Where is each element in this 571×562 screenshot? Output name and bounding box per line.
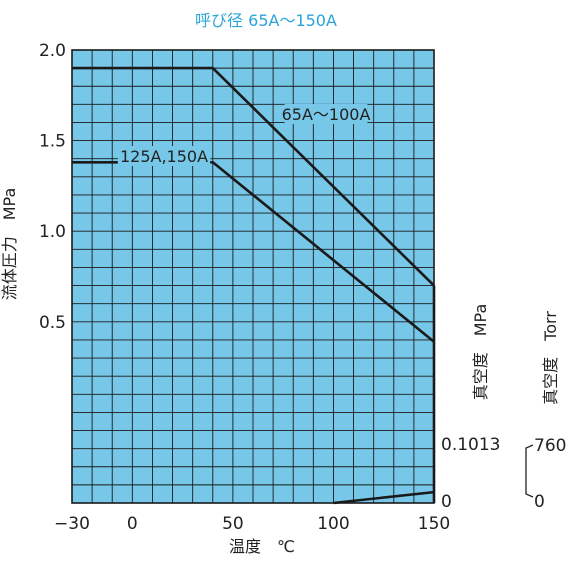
chart-title: 呼び径 65A～150A — [195, 11, 337, 30]
x-tick-label: −30 — [54, 514, 90, 534]
y-tick-label: 1.5 — [39, 132, 66, 152]
vacuum-mpa-tick-bottom: 0 — [441, 492, 452, 512]
x-tick-label: 100 — [317, 514, 349, 534]
vacuum-mpa-label: 真空度 MPa — [471, 304, 490, 401]
series-label: 125A,150A — [120, 147, 208, 166]
y-axis-label: 流体圧力 MPa — [0, 188, 19, 301]
y-tick-label: 1.0 — [39, 222, 66, 242]
series-lines: 65A～100A 125A,150A — [72, 66, 436, 505]
y-tick-label: 2.0 — [39, 41, 66, 61]
vacuum-torr-label: 真空度 Torr — [541, 311, 560, 405]
torr-bracket — [525, 444, 534, 498]
x-tick-label: 50 — [222, 514, 244, 534]
series-label-bg — [284, 104, 368, 124]
vacuum-torr-tick-bottom: 0 — [534, 492, 545, 512]
series-line-1 — [72, 66, 435, 287]
y-tick-label: 0.5 — [39, 313, 66, 333]
vacuum-line — [333, 490, 435, 505]
x-axis-ticks: −30 0 50 100 150 — [54, 514, 450, 534]
vacuum-torr-tick-top: 760 — [534, 436, 566, 456]
x-tick-label: 150 — [418, 514, 450, 534]
plot-frame — [71, 49, 435, 504]
x-tick-label: 0 — [127, 514, 138, 534]
y-axis-ticks: 0.5 1.0 1.5 2.0 — [39, 41, 66, 333]
x-axis-label: 温度 ℃ — [229, 537, 295, 556]
vacuum-mpa-tick-top: 0.1013 — [441, 435, 500, 455]
series-label: 65A～100A — [282, 105, 371, 124]
series-label-bg — [117, 146, 211, 166]
